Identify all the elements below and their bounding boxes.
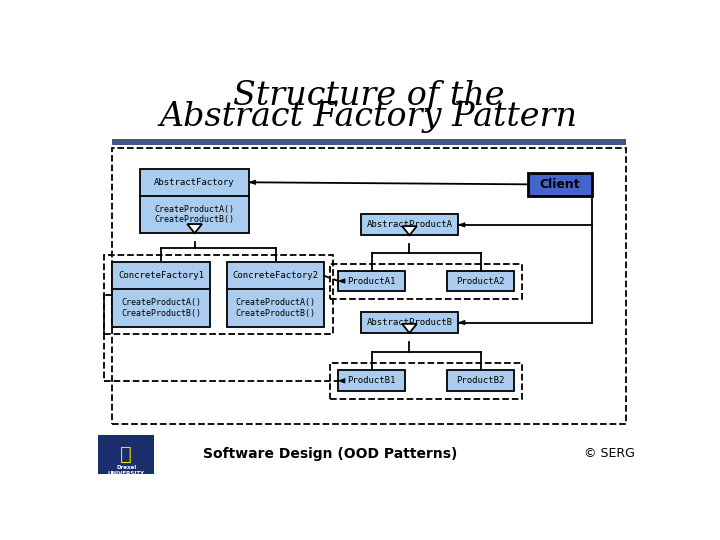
Text: ConcreteFactory2: ConcreteFactory2 xyxy=(233,271,318,280)
Text: Abstract Factory Pattern: Abstract Factory Pattern xyxy=(160,101,578,133)
Text: AbstractFactory: AbstractFactory xyxy=(154,178,235,187)
Polygon shape xyxy=(249,180,256,185)
Polygon shape xyxy=(458,222,465,227)
Text: AbstractProductB: AbstractProductB xyxy=(366,318,452,327)
Bar xyxy=(112,148,626,424)
Text: Structure of the: Structure of the xyxy=(233,80,505,112)
Bar xyxy=(528,173,592,196)
Text: ProductA2: ProductA2 xyxy=(456,276,505,286)
Bar xyxy=(330,363,523,399)
Polygon shape xyxy=(187,224,202,233)
Text: AbstractProductA: AbstractProductA xyxy=(366,220,452,230)
Polygon shape xyxy=(458,320,465,325)
Bar xyxy=(361,312,458,333)
Bar xyxy=(447,271,514,292)
Polygon shape xyxy=(402,324,417,333)
Bar xyxy=(99,435,154,474)
Bar xyxy=(330,264,523,299)
Text: CreateProductA()
CreateProductB(): CreateProductA() CreateProductB() xyxy=(235,299,315,318)
Bar xyxy=(112,262,210,327)
Text: Software Design (OOD Patterns): Software Design (OOD Patterns) xyxy=(203,447,457,461)
Polygon shape xyxy=(338,379,345,383)
Text: Drexel
UNIVERSITY: Drexel UNIVERSITY xyxy=(108,465,145,476)
Text: © SERG: © SERG xyxy=(583,447,634,460)
Polygon shape xyxy=(338,279,345,284)
Text: ProductB1: ProductB1 xyxy=(348,376,396,386)
Bar xyxy=(361,214,458,235)
Bar xyxy=(227,262,324,327)
Text: Client: Client xyxy=(540,178,580,191)
Text: CreateProductA()
CreateProductB(): CreateProductA() CreateProductB() xyxy=(121,299,201,318)
Text: 🐉: 🐉 xyxy=(120,446,132,464)
Text: ProductA1: ProductA1 xyxy=(348,276,396,286)
Bar xyxy=(104,255,333,334)
Bar xyxy=(112,139,626,145)
Bar xyxy=(140,168,249,233)
Text: ConcreteFactory1: ConcreteFactory1 xyxy=(118,271,204,280)
Text: ProductB2: ProductB2 xyxy=(456,376,505,386)
Polygon shape xyxy=(402,226,417,235)
Bar xyxy=(338,271,405,292)
Text: CreateProductA()
CreateProductB(): CreateProductA() CreateProductB() xyxy=(155,205,235,224)
Bar xyxy=(338,370,405,391)
Bar xyxy=(447,370,514,391)
